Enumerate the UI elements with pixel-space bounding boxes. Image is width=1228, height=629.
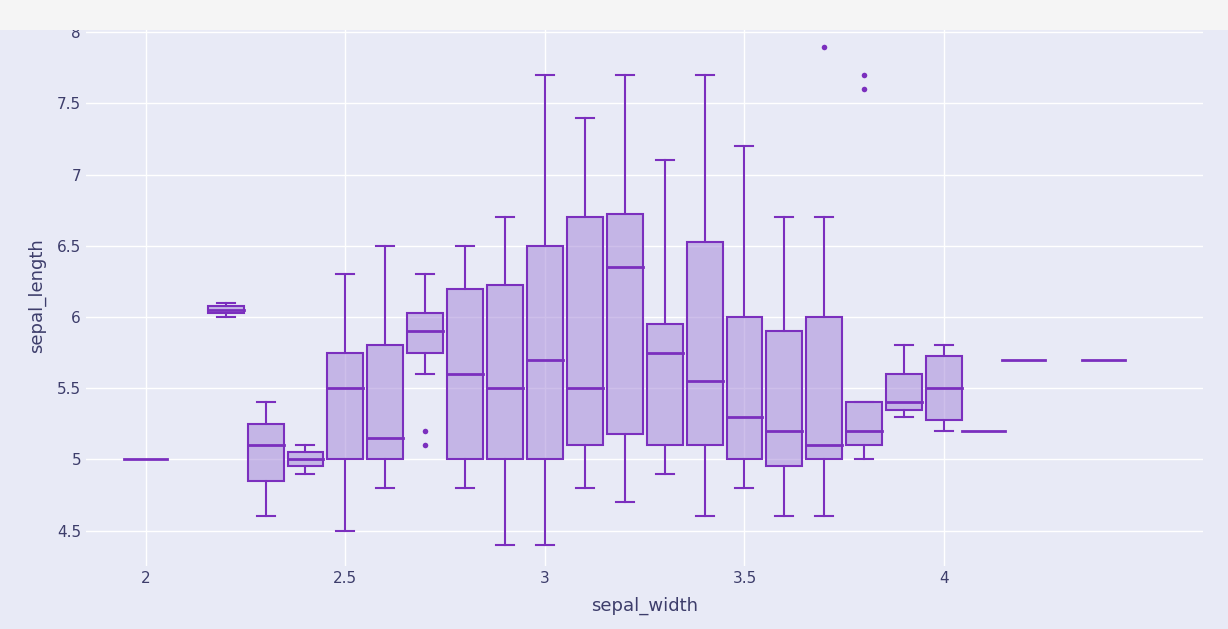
Bar (846, 403, 882, 445)
Bar (567, 218, 603, 445)
Bar (367, 345, 403, 459)
Bar (686, 242, 722, 445)
Bar (607, 214, 642, 435)
Bar (328, 353, 363, 459)
Bar (208, 306, 243, 313)
Bar (807, 317, 842, 459)
Bar (727, 317, 763, 459)
Bar (248, 424, 284, 481)
Bar (647, 324, 683, 445)
Bar (926, 356, 962, 420)
Bar (527, 246, 562, 459)
Bar (766, 331, 802, 467)
Bar (287, 452, 323, 467)
Y-axis label: sepal_length: sepal_length (27, 238, 45, 353)
Bar (447, 289, 483, 459)
Bar (408, 313, 443, 353)
Bar (488, 285, 523, 459)
X-axis label: sepal_width: sepal_width (591, 597, 699, 615)
Bar (887, 374, 922, 409)
